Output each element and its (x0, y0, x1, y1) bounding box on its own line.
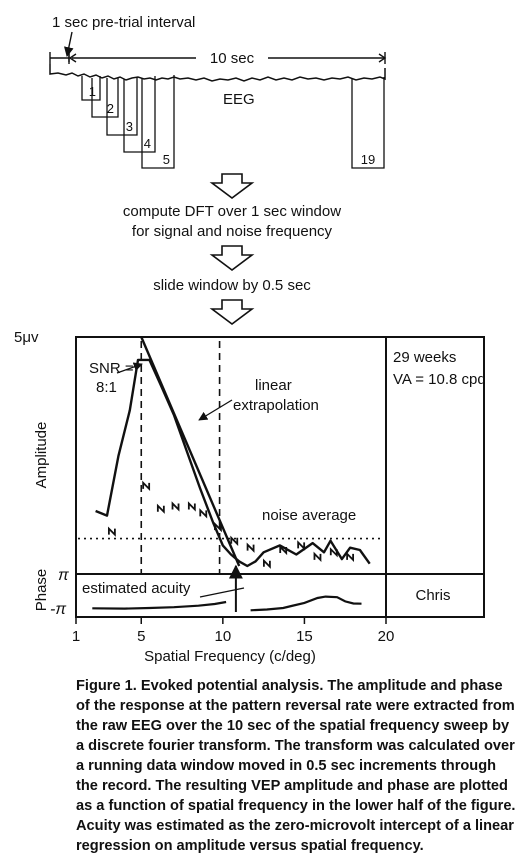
noise-point (297, 540, 306, 551)
snr-label-line2: 8:1 (96, 379, 117, 396)
window-5-label: 5 (163, 152, 170, 167)
window-19-label: 19 (361, 152, 375, 167)
x-tick-1: 1 (72, 628, 80, 645)
noise-point (279, 544, 288, 556)
info-age: 29 weeks (393, 349, 456, 366)
figure-caption: Figure 1. Evoked potential analysis. The… (76, 676, 516, 856)
noise-point (313, 551, 322, 563)
phase-bottom-label: -π (50, 601, 66, 618)
linear-label-line1: linear (255, 377, 292, 394)
eeg-diagram: 1 sec pre-trial interval 10 sec EEG 1 2 … (49, 14, 387, 169)
phase-top-label: π (58, 567, 69, 584)
noise-point (246, 542, 255, 553)
dft-windows (81, 75, 385, 169)
eeg-label: EEG (223, 91, 255, 108)
amplitude-top-label: 5μv (14, 329, 39, 346)
noise-point (214, 521, 222, 533)
flow-arrow-3 (209, 299, 255, 325)
noise-point (199, 508, 208, 519)
x-tick-20: 20 (378, 628, 395, 645)
eeg-trace (49, 64, 386, 82)
phase-axis-label: Phase (33, 569, 50, 612)
caption-text: Evoked potential analysis. The amplitude… (76, 678, 516, 854)
noise-point (329, 547, 338, 558)
snr-label-line1: SNR = (89, 360, 134, 377)
info-subject: Chris (415, 587, 450, 604)
noise-point (142, 480, 151, 492)
flow-arrow-2 (209, 245, 255, 271)
noise-point (262, 558, 271, 569)
chart-frame (75, 336, 485, 618)
linear-pointer (198, 399, 233, 421)
vep-chart: 5μv Amplitude Phase π -π 1 5 10 15 20 Sp… (14, 329, 486, 665)
estimated-acuity-label: estimated acuity (82, 580, 191, 597)
plot-marks (75, 336, 387, 624)
x-tick-15: 15 (296, 628, 313, 645)
x-tick-5: 5 (137, 628, 145, 645)
noise-point (171, 501, 180, 512)
x-axis-label: Spatial Frequency (c/deg) (144, 648, 316, 665)
caption-label: Figure 1. (76, 678, 137, 694)
pretrial-arrow (64, 31, 74, 57)
window-2-label: 2 (107, 101, 114, 116)
step2: slide window by 0.5 sec (153, 277, 311, 294)
noise-point (346, 551, 355, 563)
noise-point (156, 503, 165, 514)
x-tick-10: 10 (214, 628, 231, 645)
linear-label-line2: extrapolation (233, 397, 319, 414)
snr-pointer (116, 362, 143, 374)
flow-arrow-1 (209, 173, 255, 199)
step1-line1: compute DFT over 1 sec window (123, 203, 341, 220)
noise-point (230, 535, 239, 546)
window-3-label: 3 (126, 119, 133, 134)
phase-series-a (92, 600, 227, 610)
amplitude-axis-label: Amplitude (33, 422, 50, 489)
window-1-label: 1 (89, 84, 96, 99)
step1-line2: for signal and noise frequency (132, 223, 333, 240)
pretrial-label: 1 sec pre-trial interval (52, 14, 195, 31)
window-4-label: 4 (144, 136, 151, 151)
noise-point (107, 526, 116, 537)
amplitude-series (95, 358, 371, 568)
noise-average-label: noise average (262, 507, 356, 524)
duration-label: 10 sec (210, 50, 255, 67)
flow-steps: compute DFT over 1 sec window for signal… (123, 173, 341, 325)
info-va: VA = 10.8 cpd (393, 371, 486, 388)
noise-point (187, 501, 196, 512)
phase-series-b (250, 595, 362, 612)
regression-line (140, 336, 241, 567)
